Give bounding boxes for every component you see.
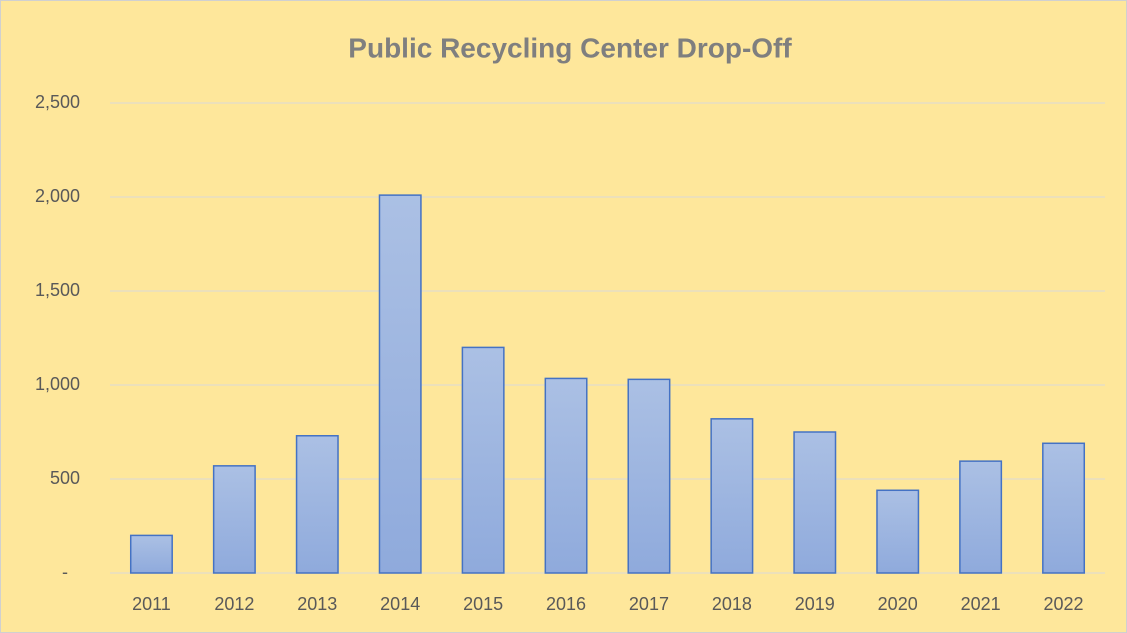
bar (627, 378, 671, 574)
x-tick-label: 2019 (795, 594, 835, 614)
bar (793, 431, 837, 574)
bar (1042, 442, 1086, 574)
bar (876, 489, 920, 574)
x-tick-label: 2020 (878, 594, 918, 614)
chart-title: Public Recycling Center Drop-Off (348, 32, 792, 63)
x-tick-label: 2021 (961, 594, 1001, 614)
bar (959, 460, 1003, 574)
y-tick-label: 1,000 (35, 374, 80, 394)
y-tick-label: 2,000 (35, 186, 80, 206)
x-tick-label: 2015 (463, 594, 503, 614)
x-tick-label: 2017 (629, 594, 669, 614)
x-tick-label: 2022 (1044, 594, 1084, 614)
bar (461, 346, 505, 574)
bar (710, 418, 754, 574)
bar (378, 194, 422, 574)
x-tick-label: 2011 (132, 594, 171, 614)
x-tick-label: 2018 (712, 594, 752, 614)
x-tick-label: 2016 (546, 594, 586, 614)
y-tick-label: 1,500 (35, 280, 80, 300)
bar (295, 435, 339, 574)
x-tick-label: 2013 (297, 594, 337, 614)
x-tick-label: 2012 (214, 594, 254, 614)
y-tick-label: - (62, 562, 68, 582)
y-tick-label: 2,500 (35, 92, 80, 112)
x-tick-label: 2014 (380, 594, 420, 614)
bar (129, 534, 173, 574)
y-tick-label: 500 (50, 468, 80, 488)
bar (544, 377, 588, 574)
bar (212, 465, 256, 574)
